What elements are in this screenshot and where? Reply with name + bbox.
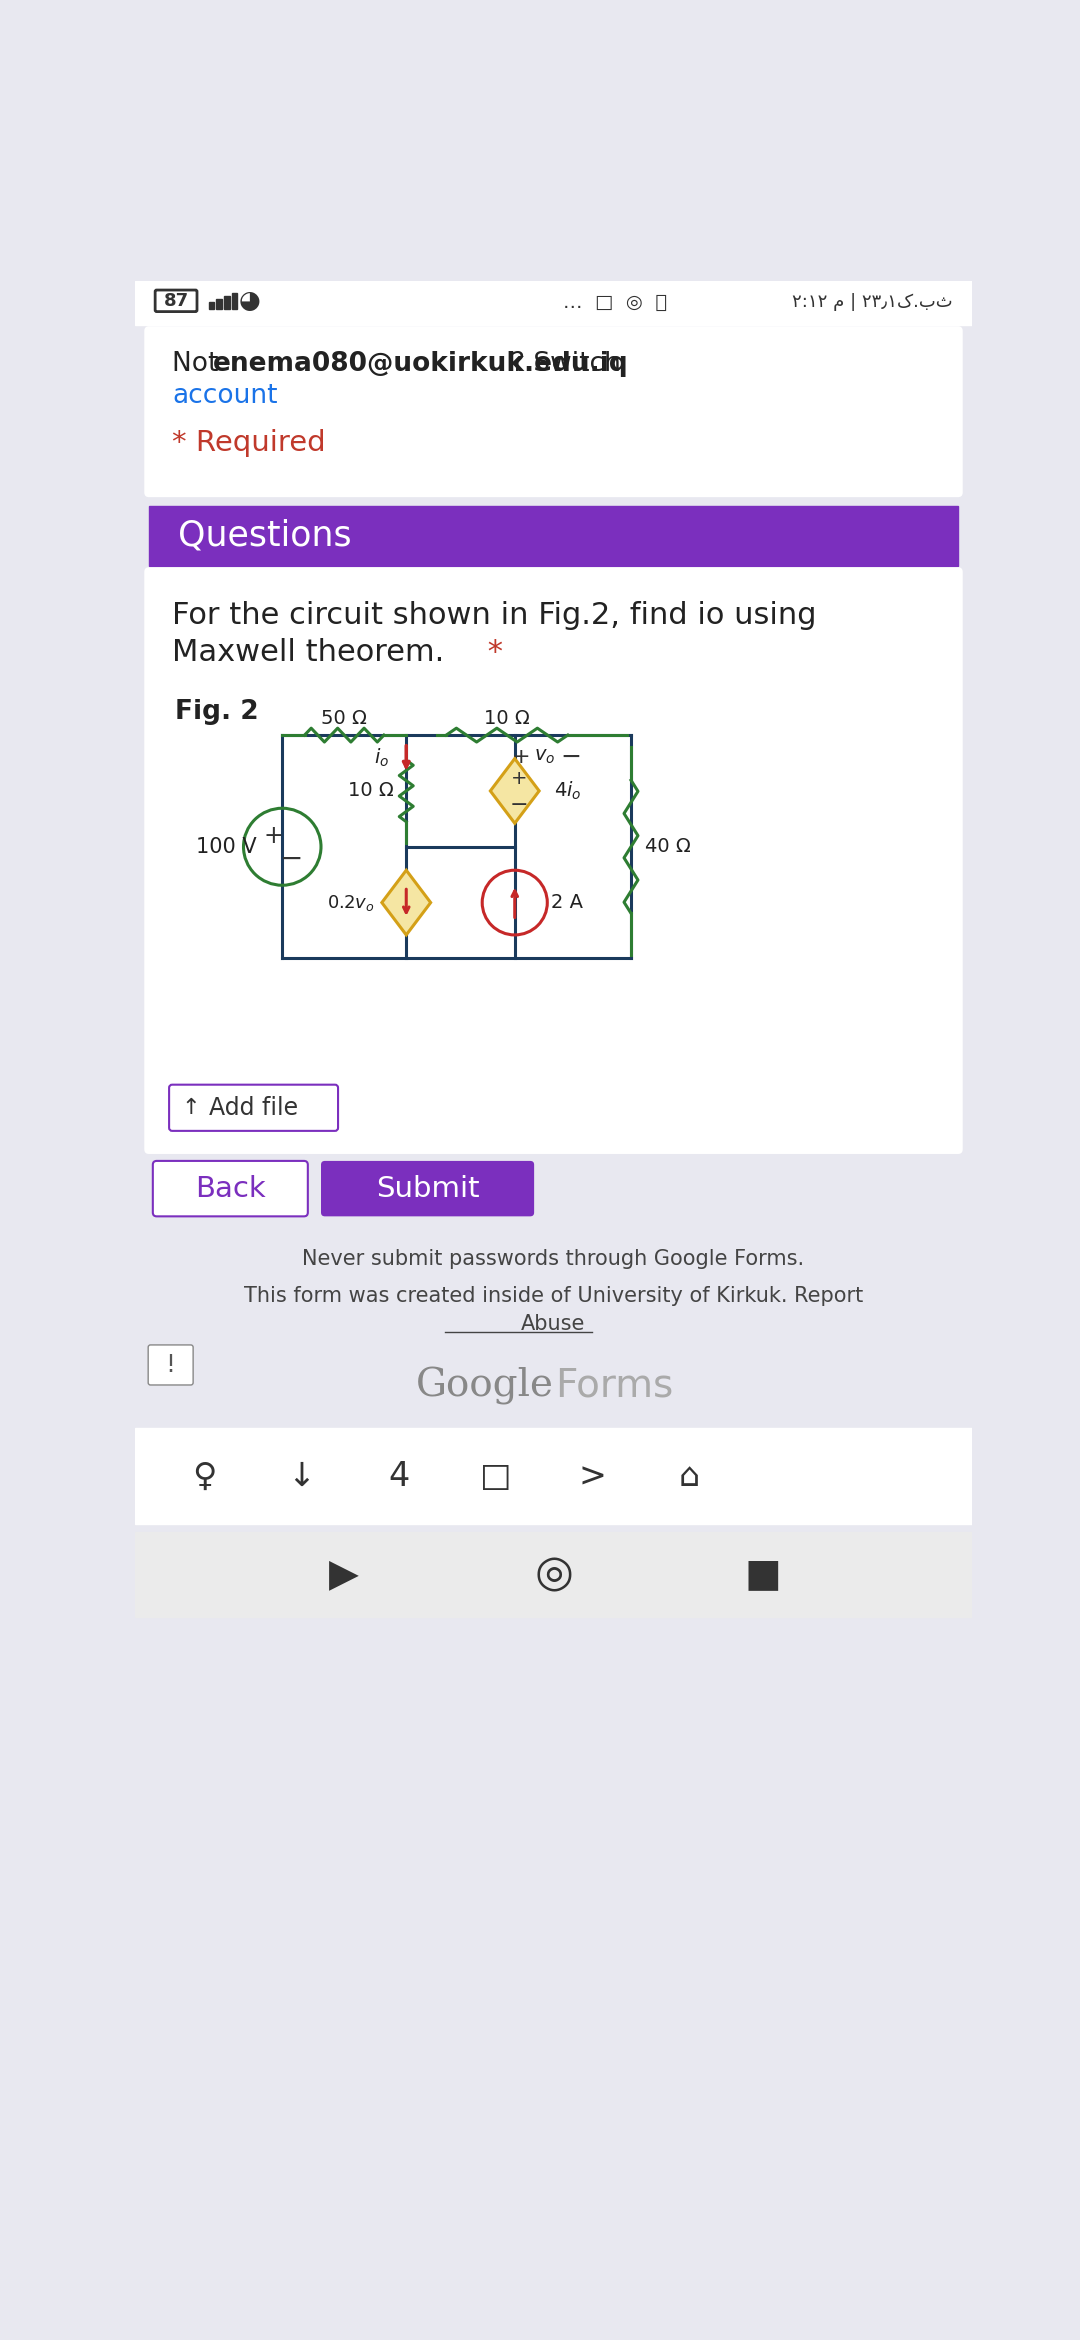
Text: +: + (511, 770, 528, 789)
Text: ■: ■ (744, 1556, 781, 1594)
Text: $i_o$: $i_o$ (374, 746, 389, 770)
Text: Maxwell theorem.: Maxwell theorem. (172, 639, 445, 667)
Bar (149, 505, 958, 566)
Text: Google: Google (416, 1367, 554, 1404)
FancyBboxPatch shape (153, 1161, 308, 1217)
Bar (232, 292, 238, 309)
Text: −: − (510, 796, 529, 814)
Text: ⌂: ⌂ (678, 1460, 700, 1493)
Text: …  □  ◎  ⧖: … □ ◎ ⧖ (564, 292, 667, 311)
Text: 100 V: 100 V (197, 838, 257, 856)
Bar (225, 297, 230, 309)
FancyBboxPatch shape (170, 1086, 338, 1130)
Text: $v_o$: $v_o$ (534, 746, 555, 765)
Text: ? Switch: ? Switch (511, 351, 621, 377)
Text: Not: Not (172, 351, 227, 377)
Text: Questions: Questions (177, 519, 351, 552)
Text: ▶: ▶ (329, 1556, 360, 1594)
Text: Fig. 2: Fig. 2 (175, 700, 259, 725)
Text: □: □ (480, 1460, 511, 1493)
Text: 10 Ω: 10 Ω (484, 709, 530, 728)
FancyBboxPatch shape (321, 1161, 535, 1217)
Bar (135, 1533, 972, 1617)
Text: 4: 4 (388, 1460, 409, 1493)
Text: account: account (172, 384, 278, 409)
Bar (135, 1427, 972, 1523)
Polygon shape (490, 758, 539, 824)
Text: ♀: ♀ (192, 1460, 217, 1493)
Text: Back: Back (195, 1175, 266, 1203)
Text: Forms: Forms (555, 1367, 673, 1404)
Bar (208, 302, 214, 309)
Text: Submit: Submit (376, 1175, 480, 1203)
FancyBboxPatch shape (156, 290, 197, 311)
Polygon shape (382, 870, 431, 936)
Text: $4i_o$: $4i_o$ (554, 779, 581, 803)
Text: This form was created inside of University of Kirkuk. Report: This form was created inside of Universi… (244, 1285, 863, 1306)
Text: ۲:۱۲ م | ۲۳٫۱ک.بث: ۲:۱۲ م | ۲۳٫۱ک.بث (792, 292, 953, 311)
Text: 50 Ω: 50 Ω (322, 709, 367, 728)
Text: ↓: ↓ (287, 1460, 315, 1493)
Text: −: − (561, 744, 581, 768)
Text: >: > (578, 1460, 606, 1493)
Text: 10 Ω: 10 Ω (349, 782, 394, 800)
Text: −: − (280, 845, 303, 873)
Text: +: + (264, 824, 283, 847)
Text: * Required: * Required (172, 428, 326, 456)
Bar (135, 281, 972, 325)
Text: 40 Ω: 40 Ω (646, 838, 691, 856)
Text: ◎: ◎ (535, 1554, 572, 1596)
Text: !: ! (165, 1353, 176, 1376)
Bar (216, 300, 221, 309)
Text: Abuse: Abuse (522, 1315, 585, 1334)
Text: enema080@uokirkuk.edu.iq: enema080@uokirkuk.edu.iq (213, 351, 629, 377)
FancyBboxPatch shape (145, 566, 962, 1154)
Text: $0.2v_o$: $0.2v_o$ (327, 892, 374, 913)
FancyBboxPatch shape (145, 325, 962, 496)
Text: 87: 87 (163, 292, 189, 309)
Text: *: * (478, 639, 503, 667)
Text: ↑: ↑ (181, 1097, 200, 1119)
Text: +: + (512, 746, 530, 768)
Text: Never submit passwords through Google Forms.: Never submit passwords through Google Fo… (302, 1250, 805, 1268)
Text: 2 A: 2 A (552, 894, 583, 913)
Text: ◕: ◕ (239, 288, 260, 314)
Text: For the circuit shown in Fig.2, find io using: For the circuit shown in Fig.2, find io … (172, 601, 816, 629)
FancyBboxPatch shape (148, 1346, 193, 1385)
Text: Add file: Add file (208, 1095, 298, 1121)
